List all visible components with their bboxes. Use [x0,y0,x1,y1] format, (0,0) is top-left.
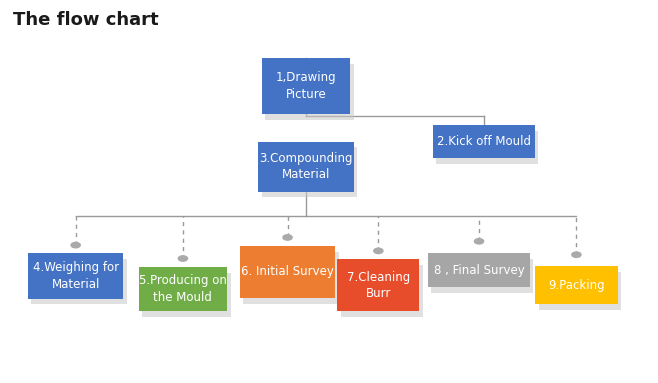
Text: 5.Producing on
the Mould: 5.Producing on the Mould [139,274,227,304]
Circle shape [178,256,188,261]
Text: 2.Kick off Mould: 2.Kick off Mould [437,135,530,148]
Text: 3.Compounding
Material: 3.Compounding Material [259,152,353,182]
FancyBboxPatch shape [337,260,420,311]
FancyBboxPatch shape [428,253,530,287]
Text: 9.Packing: 9.Packing [548,279,605,292]
Text: 8 , Final Survey: 8 , Final Survey [434,264,524,277]
FancyBboxPatch shape [32,259,126,304]
FancyBboxPatch shape [142,273,231,317]
FancyBboxPatch shape [433,126,534,158]
Circle shape [374,248,383,254]
FancyBboxPatch shape [265,64,354,119]
FancyBboxPatch shape [432,259,533,293]
FancyBboxPatch shape [28,253,124,299]
Circle shape [474,239,484,244]
FancyBboxPatch shape [262,58,350,114]
Circle shape [572,252,581,257]
FancyBboxPatch shape [243,252,338,303]
Text: 4.Weighing for
Material: 4.Weighing for Material [33,261,118,291]
FancyBboxPatch shape [436,131,538,164]
Text: The flow chart: The flow chart [13,11,159,29]
Text: 6. Initial Survey: 6. Initial Survey [241,265,334,278]
FancyBboxPatch shape [139,267,228,311]
Circle shape [283,235,292,240]
FancyBboxPatch shape [240,246,335,298]
FancyBboxPatch shape [262,147,357,197]
Text: 7.Cleaning
Burr: 7.Cleaning Burr [347,270,410,300]
Circle shape [71,242,80,248]
FancyBboxPatch shape [536,266,617,304]
FancyBboxPatch shape [341,265,422,317]
Text: 1,Drawing
Picture: 1,Drawing Picture [276,71,336,101]
FancyBboxPatch shape [258,142,354,192]
FancyBboxPatch shape [538,272,621,310]
